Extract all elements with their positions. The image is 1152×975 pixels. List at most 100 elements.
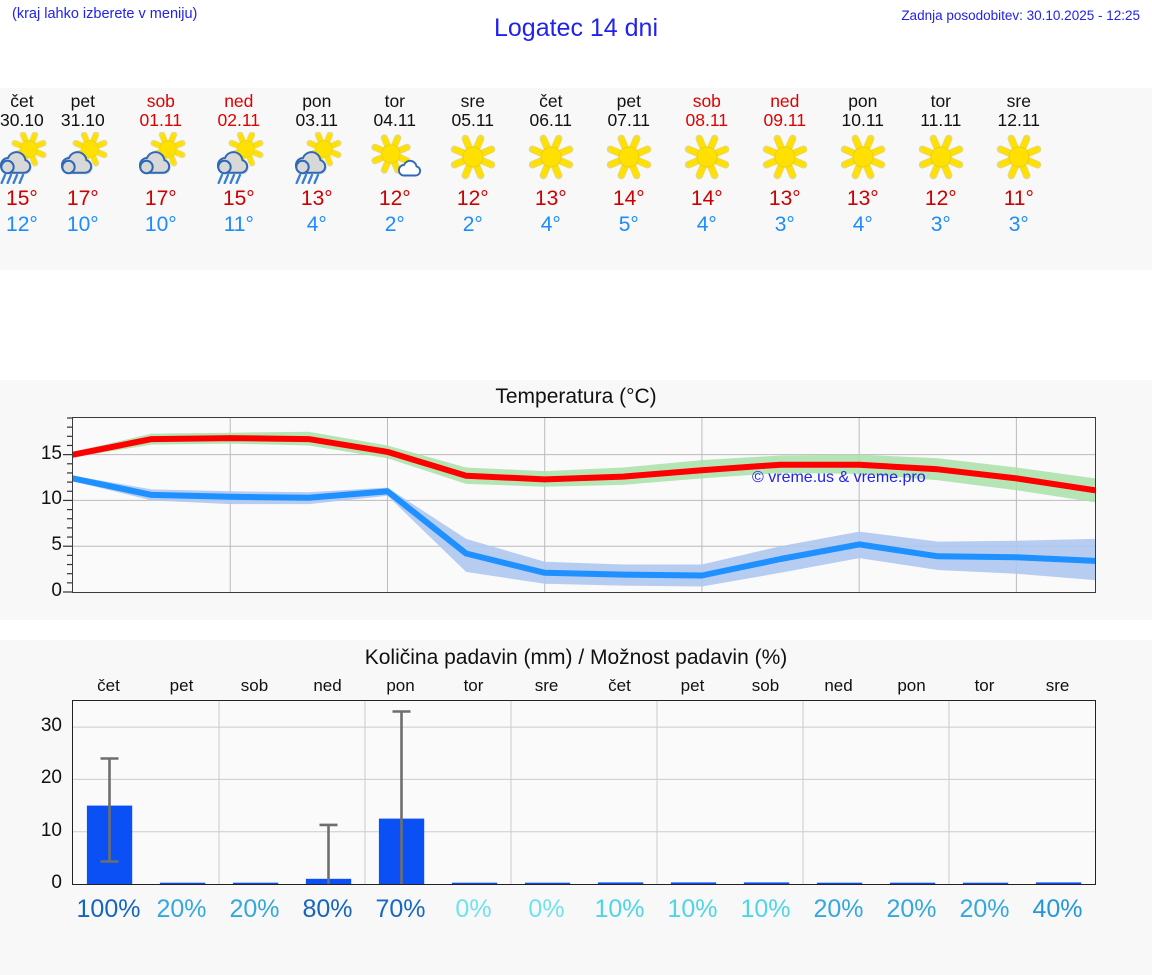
precipitation-y-tick-label: 20	[40, 767, 62, 789]
day-min-temperature: 10°	[144, 213, 177, 236]
sun-cloud-icon	[122, 132, 200, 184]
day-max-temperature: 14°	[612, 187, 645, 210]
day-column[interactable]: čet 06.11 13° 4°	[512, 88, 590, 270]
day-date: 31.10	[60, 110, 105, 130]
precipitation-probability-label: 10%	[667, 895, 718, 923]
precipitation-probability-label: 100%	[76, 895, 141, 923]
day-min-temperature: 12°	[6, 213, 38, 236]
day-min-temperature: 3°	[1008, 213, 1029, 236]
sun-cloud-icon	[44, 132, 122, 184]
day-date: 30.10	[0, 110, 44, 130]
precipitation-probability-label: 80%	[302, 895, 353, 923]
day-min-temperature: 4°	[852, 213, 873, 236]
temperature-y-tick-label: 15	[40, 442, 62, 464]
day-date: 12.11	[997, 110, 1041, 130]
sun-icon	[512, 132, 590, 184]
precipitation-probability-label: 10%	[594, 895, 645, 923]
day-column[interactable]: pet 07.11 14° 5°	[590, 88, 668, 270]
day-max-temperature: 11°	[1003, 187, 1034, 210]
day-name: sre	[1006, 91, 1031, 111]
temperature-y-tick-label: 5	[51, 534, 62, 556]
day-name: sob	[692, 91, 721, 111]
precipitation-y-tick-label: 10	[40, 819, 62, 841]
day-max-temperature: 17°	[144, 187, 177, 210]
day-date: 03.11	[295, 110, 339, 130]
day-name: čet	[539, 91, 563, 111]
sun-cloud-rain-icon	[200, 132, 278, 184]
day-column[interactable]: tor 04.11 12° 2°	[356, 88, 434, 270]
day-date: 08.11	[685, 110, 729, 130]
day-date: 09.11	[763, 110, 807, 130]
precipitation-day-label: sob	[751, 676, 780, 695]
temperature-axis-ticks	[62, 417, 72, 598]
day-name: ned	[770, 91, 800, 111]
page-title: Logatec 14 dni	[493, 14, 659, 42]
precipitation-day-label: sre	[534, 676, 559, 695]
day-column[interactable]: ned 02.11 15° 11°	[200, 88, 278, 270]
precipitation-day-label: pet	[680, 676, 705, 695]
precipitation-plot-area	[72, 700, 1096, 885]
day-max-temperature: 12°	[924, 187, 957, 210]
day-date: 07.11	[607, 110, 651, 130]
temperature-chart-section: Temperatura (°C) 0 5 10 15	[0, 380, 1152, 620]
day-column[interactable]: sob 01.11 17° 10°	[122, 88, 200, 270]
sun-cloud-rain-icon	[278, 132, 356, 184]
day-max-temperature: 13°	[534, 187, 567, 210]
day-date: 02.11	[217, 110, 261, 130]
temperature-y-tick-label: 0	[51, 580, 62, 601]
day-name: sob	[146, 91, 175, 111]
precipitation-probability-label: 20%	[156, 895, 207, 923]
day-name: tor	[930, 91, 952, 111]
sun-icon	[590, 132, 668, 184]
day-date: 06.11	[529, 110, 573, 130]
precipitation-day-label: sre	[1045, 676, 1070, 695]
day-max-temperature: 13°	[846, 187, 879, 210]
day-min-temperature: 2°	[462, 213, 483, 236]
sun-icon	[746, 132, 824, 184]
last-updated-text: Zadnja posodobitev: 30.10.2025 - 12:25	[901, 8, 1140, 23]
menu-hint-text: (kraj lahko izberete v meniju)	[12, 6, 198, 22]
day-column[interactable]: sob 08.11 14° 4°	[668, 88, 746, 270]
day-max-temperature: 14°	[690, 187, 723, 210]
day-max-temperature: 12°	[456, 187, 489, 210]
day-date: 11.11	[920, 110, 962, 130]
day-min-temperature: 4°	[696, 213, 717, 236]
day-name: pon	[848, 91, 878, 111]
day-column[interactable]: čet 30.10 15° 12°	[0, 88, 47, 270]
temperature-plot-area	[72, 417, 1096, 593]
precipitation-probability-label: 20%	[229, 895, 280, 923]
sun-icon	[434, 132, 512, 184]
precipitation-probability-label: 0%	[455, 895, 492, 923]
day-date: 04.11	[373, 110, 417, 130]
day-min-temperature: 3°	[930, 213, 951, 236]
day-column[interactable]: pon 03.11 13° 4°	[278, 88, 356, 270]
precipitation-day-label: čet	[97, 676, 120, 695]
precipitation-day-labels: čet pet sob ned pon tor sre čet pet sob ned pon tor s…	[0, 676, 1152, 698]
day-min-temperature: 4°	[306, 213, 327, 236]
day-column[interactable]: pon 10.11 13° 4°	[824, 88, 902, 270]
precipitation-day-label: tor	[463, 676, 484, 695]
day-column[interactable]: pet 31.10 17° 10°	[44, 88, 122, 270]
day-min-temperature: 2°	[384, 213, 405, 236]
day-min-temperature: 10°	[66, 213, 99, 236]
copyright-credit: © vreme.us & vreme.pro	[752, 469, 926, 486]
sun-icon	[980, 132, 1058, 184]
precipitation-probability-label: 20%	[813, 895, 864, 923]
precipitation-probability-row: 100% 20% 20% 80% 70% 0% 0% 10% 10% 10% 20% 20% 20% 40…	[0, 895, 1152, 935]
temperature-chart-title: Temperatura (°C)	[495, 385, 657, 408]
day-column[interactable]: sre 12.11 11° 3°	[980, 88, 1058, 270]
day-column[interactable]: tor 11.11 12° 3°	[902, 88, 980, 270]
precipitation-chart-section: Količina padavin (mm) / Možnost padavin …	[0, 640, 1152, 975]
precipitation-y-tick-label: 30	[40, 715, 62, 737]
day-date: 05.11	[451, 110, 495, 130]
sun-cloud-rain-icon	[0, 132, 47, 184]
precipitation-day-label: pon	[897, 676, 926, 695]
day-column[interactable]: sre 05.11 12° 2°	[434, 88, 512, 270]
sun-icon	[668, 132, 746, 184]
precipitation-day-label: pon	[386, 676, 415, 695]
day-name: tor	[384, 91, 406, 111]
precipitation-probability-label: 40%	[1032, 895, 1083, 923]
precipitation-probability-label: 20%	[959, 895, 1010, 923]
sun-smallcloud-icon	[356, 132, 434, 184]
day-column[interactable]: ned 09.11 13° 3°	[746, 88, 824, 270]
